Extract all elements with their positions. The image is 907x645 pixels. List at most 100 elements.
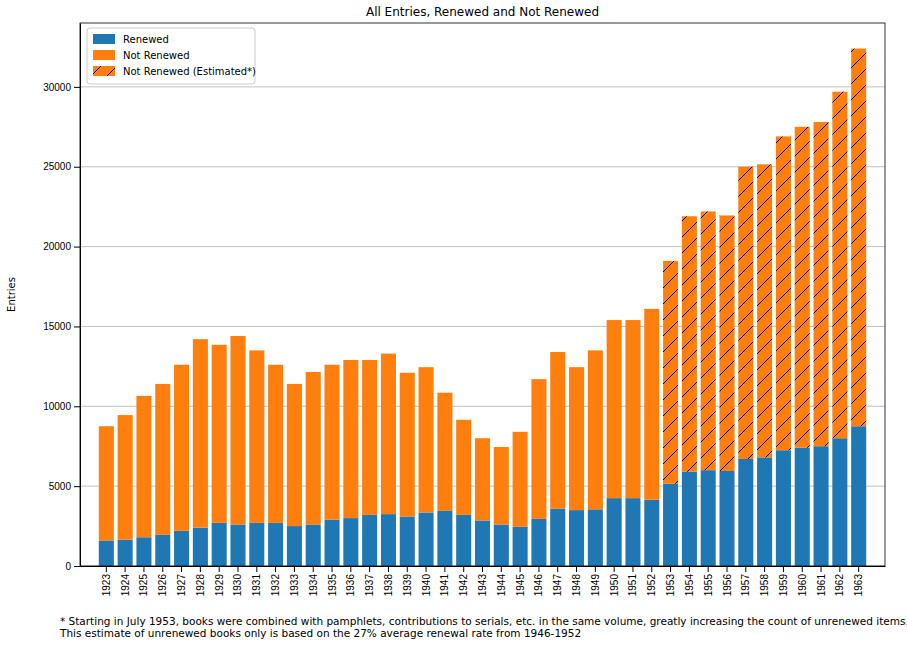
bar [419, 367, 434, 512]
bar [738, 459, 753, 566]
x-tick-mark [670, 566, 671, 572]
bar [306, 372, 321, 525]
y-tick: 10000 [43, 401, 80, 412]
x-tick-label: 1941 [439, 574, 450, 597]
frame [80, 23, 885, 566]
y-tick-mark [74, 247, 80, 248]
bar [343, 360, 358, 518]
x-tick: 1953 [665, 566, 676, 596]
x-tick: 1963 [853, 566, 864, 596]
bar [118, 540, 133, 566]
bar [644, 500, 659, 566]
x-tick: 1942 [458, 566, 469, 596]
x-tick-label: 1960 [797, 574, 808, 597]
x-tick-mark [689, 566, 690, 572]
x-tick-mark [219, 566, 220, 572]
x-tick-label: 1928 [195, 574, 206, 597]
legend-label: Not Renewed [123, 50, 190, 61]
plot: 0500010000150002000025000300001923192419… [43, 23, 885, 596]
x-tick: 1941 [439, 566, 450, 596]
x-tick-label: 1940 [421, 574, 432, 597]
annotation: * Starting in July 1953, books were comb… [60, 615, 907, 627]
legend-label: Not Renewed (Estimated*) [123, 66, 256, 77]
bar [475, 438, 490, 520]
bar [155, 384, 170, 535]
y-tick-label: 0 [65, 561, 71, 572]
x-tick-label: 1923 [101, 574, 112, 597]
x-tick-mark [106, 566, 107, 572]
x-tick-mark [595, 566, 596, 572]
x-tick: 1933 [289, 566, 300, 596]
y-label: Entries [6, 277, 17, 312]
x-tick-mark [802, 566, 803, 572]
x-tick-mark [783, 566, 784, 572]
x-tick: 1928 [195, 566, 206, 596]
bar [362, 515, 377, 566]
bar [682, 472, 697, 566]
bar [325, 365, 340, 520]
x-tick-label: 1935 [327, 574, 338, 597]
bar [757, 164, 772, 457]
x-tick-mark [256, 566, 257, 572]
x-tick-label: 1943 [477, 574, 488, 597]
x-tick: 1949 [590, 566, 601, 596]
x-tick-label: 1925 [138, 574, 149, 597]
x-tick-label: 1932 [270, 574, 281, 597]
x-tick-label: 1950 [609, 574, 620, 597]
x-tick-label: 1929 [214, 574, 225, 597]
bar [287, 384, 302, 526]
bar [287, 526, 302, 566]
bar [136, 396, 151, 537]
x-tick: 1926 [157, 566, 168, 596]
x-tick-label: 1957 [740, 574, 751, 597]
bar [795, 127, 810, 448]
bar [268, 523, 283, 566]
x-tick: 1923 [101, 566, 112, 596]
bar [174, 531, 189, 566]
y-tick-mark [74, 566, 80, 567]
x-tick: 1947 [552, 566, 563, 596]
x-tick: 1943 [477, 566, 488, 596]
bar [494, 524, 509, 566]
bar [268, 365, 283, 523]
x-tick-mark [388, 566, 389, 572]
x-tick-label: 1948 [571, 574, 582, 597]
title: All Entries, Renewed and Not Renewed [366, 5, 599, 19]
bar [531, 379, 546, 519]
legend: RenewedNot RenewedNot Renewed (Estimated… [87, 28, 256, 84]
chart: 0500010000150002000025000300001923192419… [0, 0, 907, 645]
x-tick-label: 1953 [665, 574, 676, 597]
y-tick-label: 10000 [43, 401, 71, 412]
x-tick-mark [614, 566, 615, 572]
x-tick: 1924 [120, 566, 131, 596]
x-tick: 1960 [797, 566, 808, 596]
y-tick: 25000 [43, 161, 80, 172]
annotation: This estimate of unrenewed books only is… [59, 627, 581, 639]
bar [513, 432, 528, 527]
bar [851, 426, 866, 566]
y-tick-label: 30000 [43, 82, 71, 93]
x-tick: 1957 [740, 566, 751, 596]
x-tick-label: 1927 [176, 574, 187, 597]
bar [719, 215, 734, 471]
bar [456, 515, 471, 566]
bar [757, 457, 772, 566]
x-tick-label: 1945 [515, 574, 526, 597]
x-tick-label: 1938 [383, 574, 394, 597]
x-tick-label: 1949 [590, 574, 601, 597]
x-tick-label: 1926 [157, 574, 168, 597]
bar [607, 320, 622, 498]
bar [776, 450, 791, 566]
x-tick-mark [745, 566, 746, 572]
y-tick-label: 20000 [43, 241, 71, 252]
bar [475, 520, 490, 566]
x-tick-label: 1961 [816, 574, 827, 597]
x-tick: 1936 [345, 566, 356, 596]
x-tick-mark [651, 566, 652, 572]
bar [456, 420, 471, 515]
x-tick-mark [632, 566, 633, 572]
bar [738, 167, 753, 459]
bar [550, 352, 565, 509]
x-tick: 1940 [421, 566, 432, 596]
x-tick: 1961 [816, 566, 827, 596]
